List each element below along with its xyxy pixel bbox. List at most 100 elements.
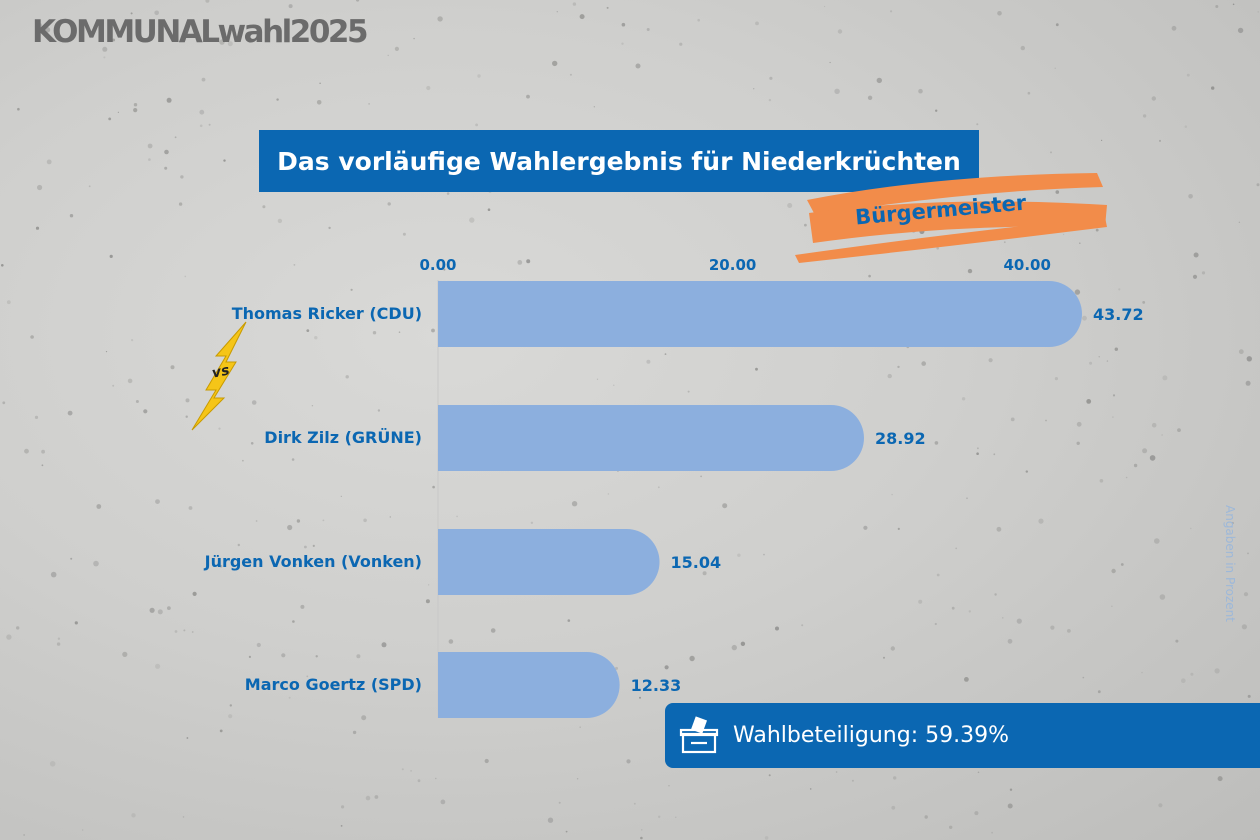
speckle bbox=[402, 232, 406, 236]
speckle bbox=[322, 519, 325, 522]
speckle bbox=[976, 452, 979, 456]
speckle bbox=[88, 185, 91, 188]
speckle bbox=[1149, 455, 1156, 461]
speckle bbox=[755, 21, 759, 26]
speckle bbox=[37, 184, 43, 191]
speckle bbox=[1162, 375, 1168, 381]
speckle bbox=[35, 226, 40, 230]
speckle bbox=[1007, 638, 1013, 644]
speckle bbox=[1133, 463, 1138, 468]
speckle bbox=[976, 123, 979, 126]
speckle bbox=[440, 799, 446, 805]
speckle bbox=[621, 42, 624, 45]
speckle bbox=[997, 11, 1002, 16]
speckle bbox=[924, 815, 928, 819]
speckle bbox=[112, 38, 116, 42]
speckle bbox=[17, 107, 20, 111]
speckle bbox=[296, 519, 301, 523]
speckle bbox=[312, 544, 315, 548]
speckle bbox=[679, 42, 683, 46]
speckle bbox=[41, 449, 45, 454]
speckle bbox=[934, 441, 939, 445]
speckle bbox=[1074, 289, 1081, 295]
speckle bbox=[1245, 380, 1251, 386]
speckle bbox=[426, 85, 431, 91]
speckle bbox=[1238, 349, 1244, 355]
speckle bbox=[689, 655, 695, 662]
speckle bbox=[16, 626, 20, 630]
speckle bbox=[1050, 625, 1055, 630]
speckle bbox=[1247, 694, 1251, 698]
speckle bbox=[1003, 241, 1006, 244]
speckle bbox=[565, 830, 568, 833]
speckle bbox=[178, 202, 183, 206]
speckle bbox=[133, 103, 138, 107]
speckle bbox=[1076, 441, 1080, 445]
speckle bbox=[887, 373, 892, 379]
speckle bbox=[918, 88, 923, 94]
speckle bbox=[1241, 624, 1247, 630]
speckle bbox=[475, 123, 478, 127]
speckle bbox=[1106, 360, 1109, 362]
speckle bbox=[341, 805, 345, 809]
speckle bbox=[883, 656, 885, 659]
speckle bbox=[6, 634, 12, 640]
speckle bbox=[50, 571, 57, 578]
speckle bbox=[108, 117, 112, 121]
speckle bbox=[328, 226, 331, 230]
speckle bbox=[437, 16, 443, 22]
speckle bbox=[1114, 347, 1119, 351]
speckle bbox=[166, 97, 172, 103]
subtitle-highlight: Bürgermeister bbox=[785, 165, 1115, 270]
speckle bbox=[251, 400, 257, 405]
speckle bbox=[775, 626, 779, 631]
speckle bbox=[994, 593, 997, 596]
speckle bbox=[49, 761, 56, 767]
speckle bbox=[374, 795, 379, 799]
speckle bbox=[567, 619, 571, 622]
speckle bbox=[1118, 288, 1121, 291]
speckle bbox=[530, 521, 534, 524]
speckle bbox=[69, 214, 74, 218]
speckle bbox=[1186, 73, 1190, 77]
speckle bbox=[315, 655, 318, 658]
speckle bbox=[1142, 448, 1148, 454]
speckle bbox=[1142, 301, 1146, 304]
speckle bbox=[67, 410, 73, 416]
bar bbox=[438, 405, 864, 471]
value-label: 28.92 bbox=[875, 429, 926, 448]
speckle bbox=[834, 88, 840, 95]
speckle bbox=[1175, 639, 1179, 643]
speckle bbox=[890, 646, 895, 651]
speckle bbox=[606, 6, 609, 9]
speckle bbox=[276, 98, 279, 101]
speckle bbox=[1217, 776, 1223, 782]
speckle bbox=[167, 606, 171, 610]
speckle bbox=[102, 46, 108, 52]
chart-title: Das vorläufige Wahlergebnis für Niederkr… bbox=[259, 130, 979, 192]
speckle bbox=[556, 11, 558, 13]
speckle bbox=[306, 329, 310, 332]
speckle bbox=[154, 10, 159, 16]
speckle bbox=[205, 0, 210, 3]
value-label: 12.33 bbox=[631, 676, 682, 695]
speckle bbox=[148, 158, 151, 161]
speckle bbox=[1237, 27, 1244, 34]
speckle bbox=[753, 88, 755, 90]
speckle bbox=[1159, 594, 1166, 600]
speckle bbox=[936, 247, 939, 250]
speckle bbox=[552, 60, 558, 67]
speckle bbox=[1111, 568, 1116, 574]
speckle bbox=[149, 607, 155, 613]
speckle bbox=[787, 203, 793, 208]
speckle bbox=[936, 573, 940, 577]
speckle bbox=[82, 829, 84, 831]
category-label: Dirk Zilz (GRÜNE) bbox=[264, 428, 422, 447]
speckle bbox=[250, 442, 254, 445]
speckle bbox=[487, 208, 491, 211]
speckle bbox=[646, 28, 650, 31]
category-label: Thomas Ricker (CDU) bbox=[232, 304, 422, 323]
speckle bbox=[147, 143, 153, 149]
speckle bbox=[1246, 356, 1253, 362]
speckle bbox=[955, 547, 958, 550]
